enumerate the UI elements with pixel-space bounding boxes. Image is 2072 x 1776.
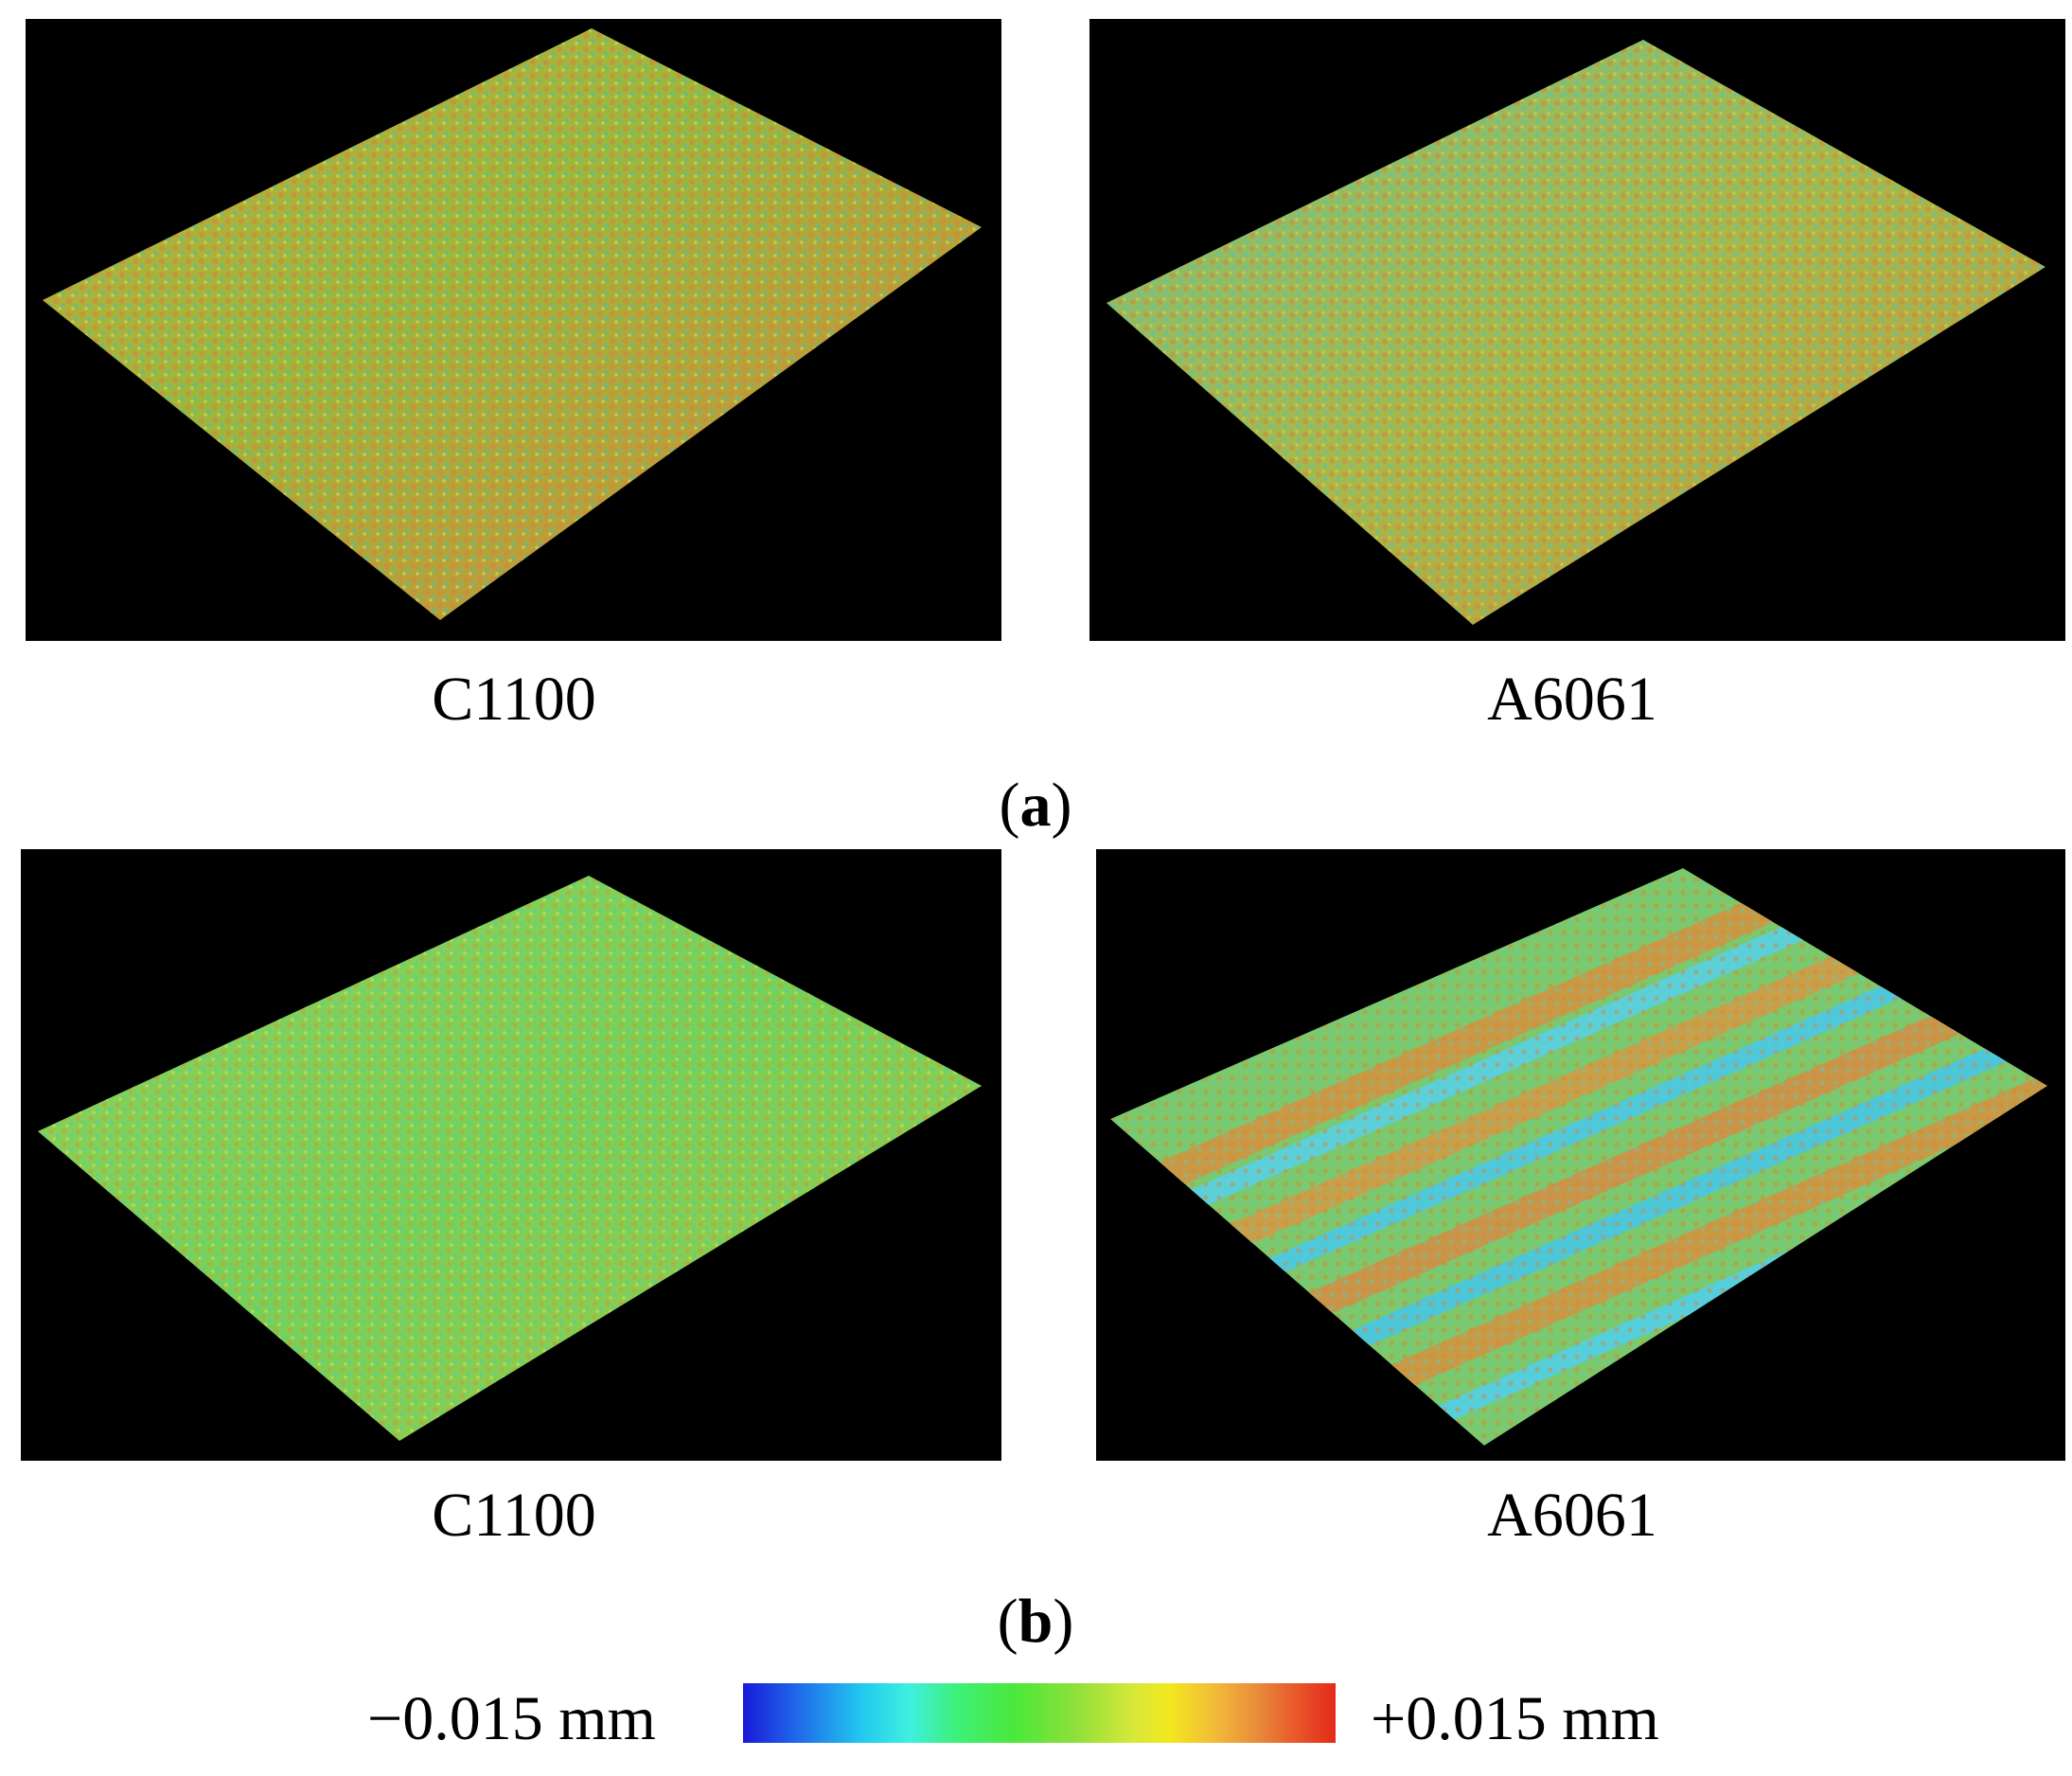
legend-max-label: +0.015 mm <box>1371 1684 1659 1753</box>
panel-label-a-c1100: C1100 <box>432 665 596 734</box>
surface-plot-a-a6061 <box>1089 19 2065 641</box>
subcaption-a: (a) <box>999 771 1072 840</box>
panel-label-a-a6061: A6061 <box>1487 665 1657 734</box>
subcaption-b: (b) <box>997 1587 1074 1656</box>
surface-plot-b-c1100 <box>21 849 1001 1461</box>
surface-3d-image <box>1110 868 2047 1446</box>
surface-plot-b-a6061 <box>1096 849 2065 1461</box>
surface-plot-a-c1100 <box>26 19 1001 641</box>
surface-3d-image <box>38 876 982 1441</box>
panel-label-b-a6061: A6061 <box>1487 1481 1657 1550</box>
surface-3d-image <box>1107 40 2045 625</box>
surface-3d-image <box>43 28 982 620</box>
panel-label-b-c1100: C1100 <box>432 1481 596 1550</box>
height-colorbar <box>743 1683 1336 1743</box>
legend-min-label: −0.015 mm <box>367 1684 656 1753</box>
